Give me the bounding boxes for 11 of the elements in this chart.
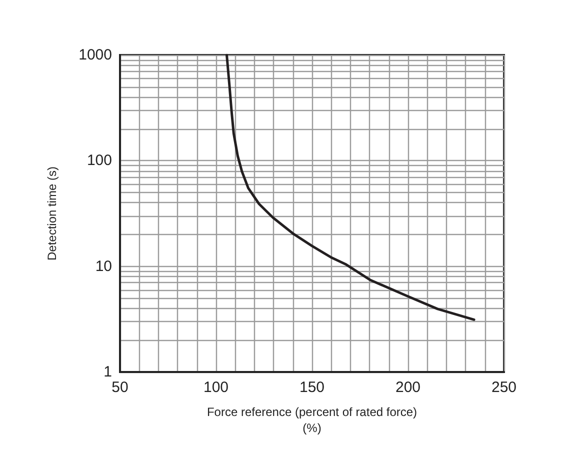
x-tick-label: 50 <box>112 379 128 396</box>
y-tick-label: 10 <box>95 258 112 275</box>
y-tick-label: 1 <box>104 364 112 380</box>
x-tick-label: 100 <box>203 379 229 396</box>
y-tick-label: 1000 <box>78 46 112 64</box>
y-tick-label: 100 <box>86 152 112 170</box>
x-tick-label: 150 <box>299 379 325 396</box>
x-tick-label: 200 <box>395 379 421 396</box>
x-axis-title: Force reference (percent of rated force) (%) <box>206 405 418 435</box>
x-tick-label: 250 <box>491 379 517 396</box>
y-axis-title: Detection time (s) <box>45 166 59 261</box>
